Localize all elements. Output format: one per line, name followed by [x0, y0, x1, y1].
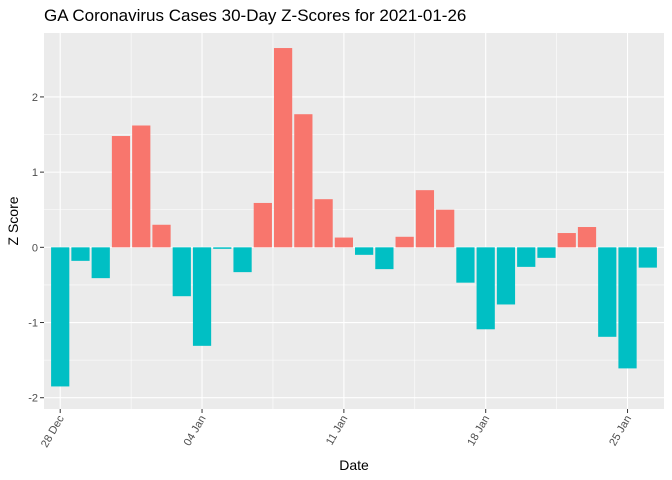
bar-2021-01-24	[598, 247, 616, 336]
bar-2021-01-04	[193, 247, 211, 346]
y-axis-title: Z Score	[5, 196, 21, 245]
bar-2021-01-09	[294, 114, 312, 247]
bar-2021-01-05	[213, 247, 231, 249]
bar-2021-01-11	[335, 238, 353, 248]
bar-2020-12-29	[71, 247, 89, 261]
bar-2021-01-01	[132, 125, 150, 247]
bar-2021-01-14	[396, 237, 414, 248]
bar-2020-12-30	[92, 247, 110, 278]
bar-2021-01-21	[537, 247, 555, 258]
bar-2021-01-22	[558, 233, 576, 247]
bar-2021-01-15	[416, 190, 434, 247]
x-tick-label: 04 Jan	[182, 414, 209, 449]
y-tick-label: 2	[32, 92, 38, 104]
x-tick-label: 11 Jan	[324, 414, 351, 448]
y-tick-label: 0	[32, 242, 38, 254]
bar-2021-01-02	[152, 225, 170, 248]
bar-2021-01-03	[173, 247, 191, 296]
bar-2021-01-23	[578, 227, 596, 247]
y-tick-label: -2	[28, 393, 38, 405]
bar-2021-01-06	[233, 247, 251, 272]
bar-2021-01-17	[456, 247, 474, 282]
bar-2021-01-16	[436, 210, 454, 248]
bar-2021-01-19	[497, 247, 515, 304]
bar-2021-01-13	[375, 247, 393, 269]
bar-2021-01-12	[355, 247, 373, 255]
bar-2020-12-28	[51, 247, 69, 386]
bar-2021-01-18	[477, 247, 495, 329]
bar-2021-01-26	[639, 247, 657, 267]
bar-2021-01-07	[254, 203, 272, 247]
bar-2021-01-25	[618, 247, 636, 368]
bar-2021-01-20	[517, 247, 535, 267]
y-tick-label: -1	[28, 318, 38, 330]
chart-canvas: -2 -1 0 1 2 28 Dec 04 Jan 11 Jan 18 Jan 25 Jan Da…	[0, 0, 672, 480]
bar-2021-01-10	[314, 199, 332, 247]
x-tick-label: 25 Jan	[607, 414, 634, 449]
y-tick-label: 1	[32, 167, 38, 179]
x-axis-title: Date	[339, 457, 369, 473]
bar-2020-12-31	[112, 136, 130, 247]
x-tick-label: 18 Jan	[465, 414, 492, 449]
bar-2021-01-08	[274, 48, 292, 247]
x-tick-label: 28 Dec	[39, 413, 67, 450]
